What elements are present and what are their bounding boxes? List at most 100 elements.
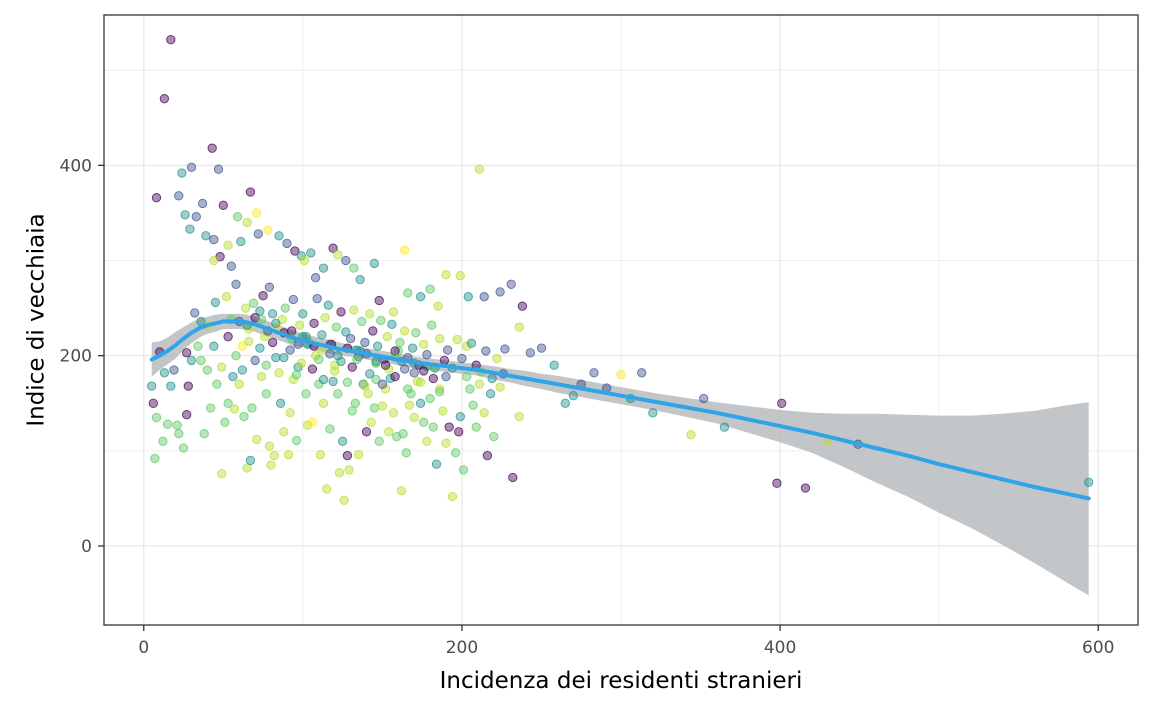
data-point [258,291,268,301]
data-point [210,297,221,308]
data-point [333,389,343,399]
data-point [318,398,329,408]
data-point [166,381,176,391]
data-point [428,422,438,432]
data-point [400,364,410,374]
data-point [458,465,469,475]
data-point [455,411,465,422]
data-point [334,468,345,478]
y-tick-label: 0 [81,537,92,557]
data-point [439,355,450,366]
data-point [455,271,465,281]
data-point [217,362,227,372]
data-point [315,450,325,460]
data-point [525,348,535,358]
data-point [345,333,356,344]
data-point [231,279,241,289]
data-point [279,352,289,363]
smooth-trend-line [149,319,1091,501]
data-point [549,360,559,370]
data-point [253,229,263,239]
data-point [209,255,219,266]
data-point [431,459,442,469]
data-point [372,341,383,351]
data-point [221,292,232,302]
data-point [462,371,472,382]
data-point [479,292,489,302]
data-point [264,282,275,292]
data-point [256,371,267,382]
data-point [148,398,158,408]
data-point [492,353,502,364]
data-point [353,450,364,460]
plot-panel-border [103,14,1139,626]
data-point [616,370,626,380]
data-point [428,373,438,384]
data-point [1084,477,1094,487]
y-axis-title: Indice di vecchiaia [24,213,50,426]
data-point [320,312,330,323]
data-point [296,251,306,261]
data-point [404,400,415,410]
data-point [151,193,162,203]
data-point [306,248,316,258]
data-point [288,294,298,305]
data-point [395,337,405,348]
data-point [307,364,318,374]
data-point [396,486,407,496]
data-point [302,420,313,430]
data-point [435,387,445,397]
data-point [186,162,197,172]
x-tick-label: 200 [446,638,478,658]
data-point [419,417,429,427]
data-point [390,346,400,356]
data-point [218,200,228,210]
data-point [398,429,408,439]
data-point [325,349,335,359]
data-point [400,245,410,255]
data-point [183,381,193,391]
data-point [403,384,413,394]
data-point [190,308,200,318]
data-point [255,343,265,353]
data-point [411,328,421,338]
data-point [290,246,300,256]
data-point [415,377,426,387]
data-point [347,362,357,372]
data-point [495,287,505,297]
data-point [342,377,353,387]
data-point [252,434,262,445]
data-point [166,35,176,45]
data-point [193,341,203,351]
data-point [234,379,244,389]
data-point [568,391,578,401]
data-point [223,398,233,408]
data-point [468,400,478,410]
data-point [217,469,227,479]
data-point [719,422,730,432]
data-point [336,307,346,317]
data-point [337,436,348,446]
data-point [296,358,306,368]
data-point [213,164,224,174]
data-point [285,408,295,418]
data-point [202,365,213,375]
data-point [380,360,391,370]
data-point [280,303,290,313]
data-point [369,403,380,413]
data-point [441,371,451,382]
data-point [150,453,160,464]
data-point [250,355,260,366]
data-point [301,389,311,399]
data-point [365,309,375,319]
data-point [371,374,381,385]
data-point [288,374,298,385]
data-point [371,356,381,367]
data-point [447,491,458,502]
data-point [425,284,435,294]
data-point [441,438,451,448]
data-point [174,191,184,201]
data-point [341,255,351,266]
data-point [328,376,338,387]
